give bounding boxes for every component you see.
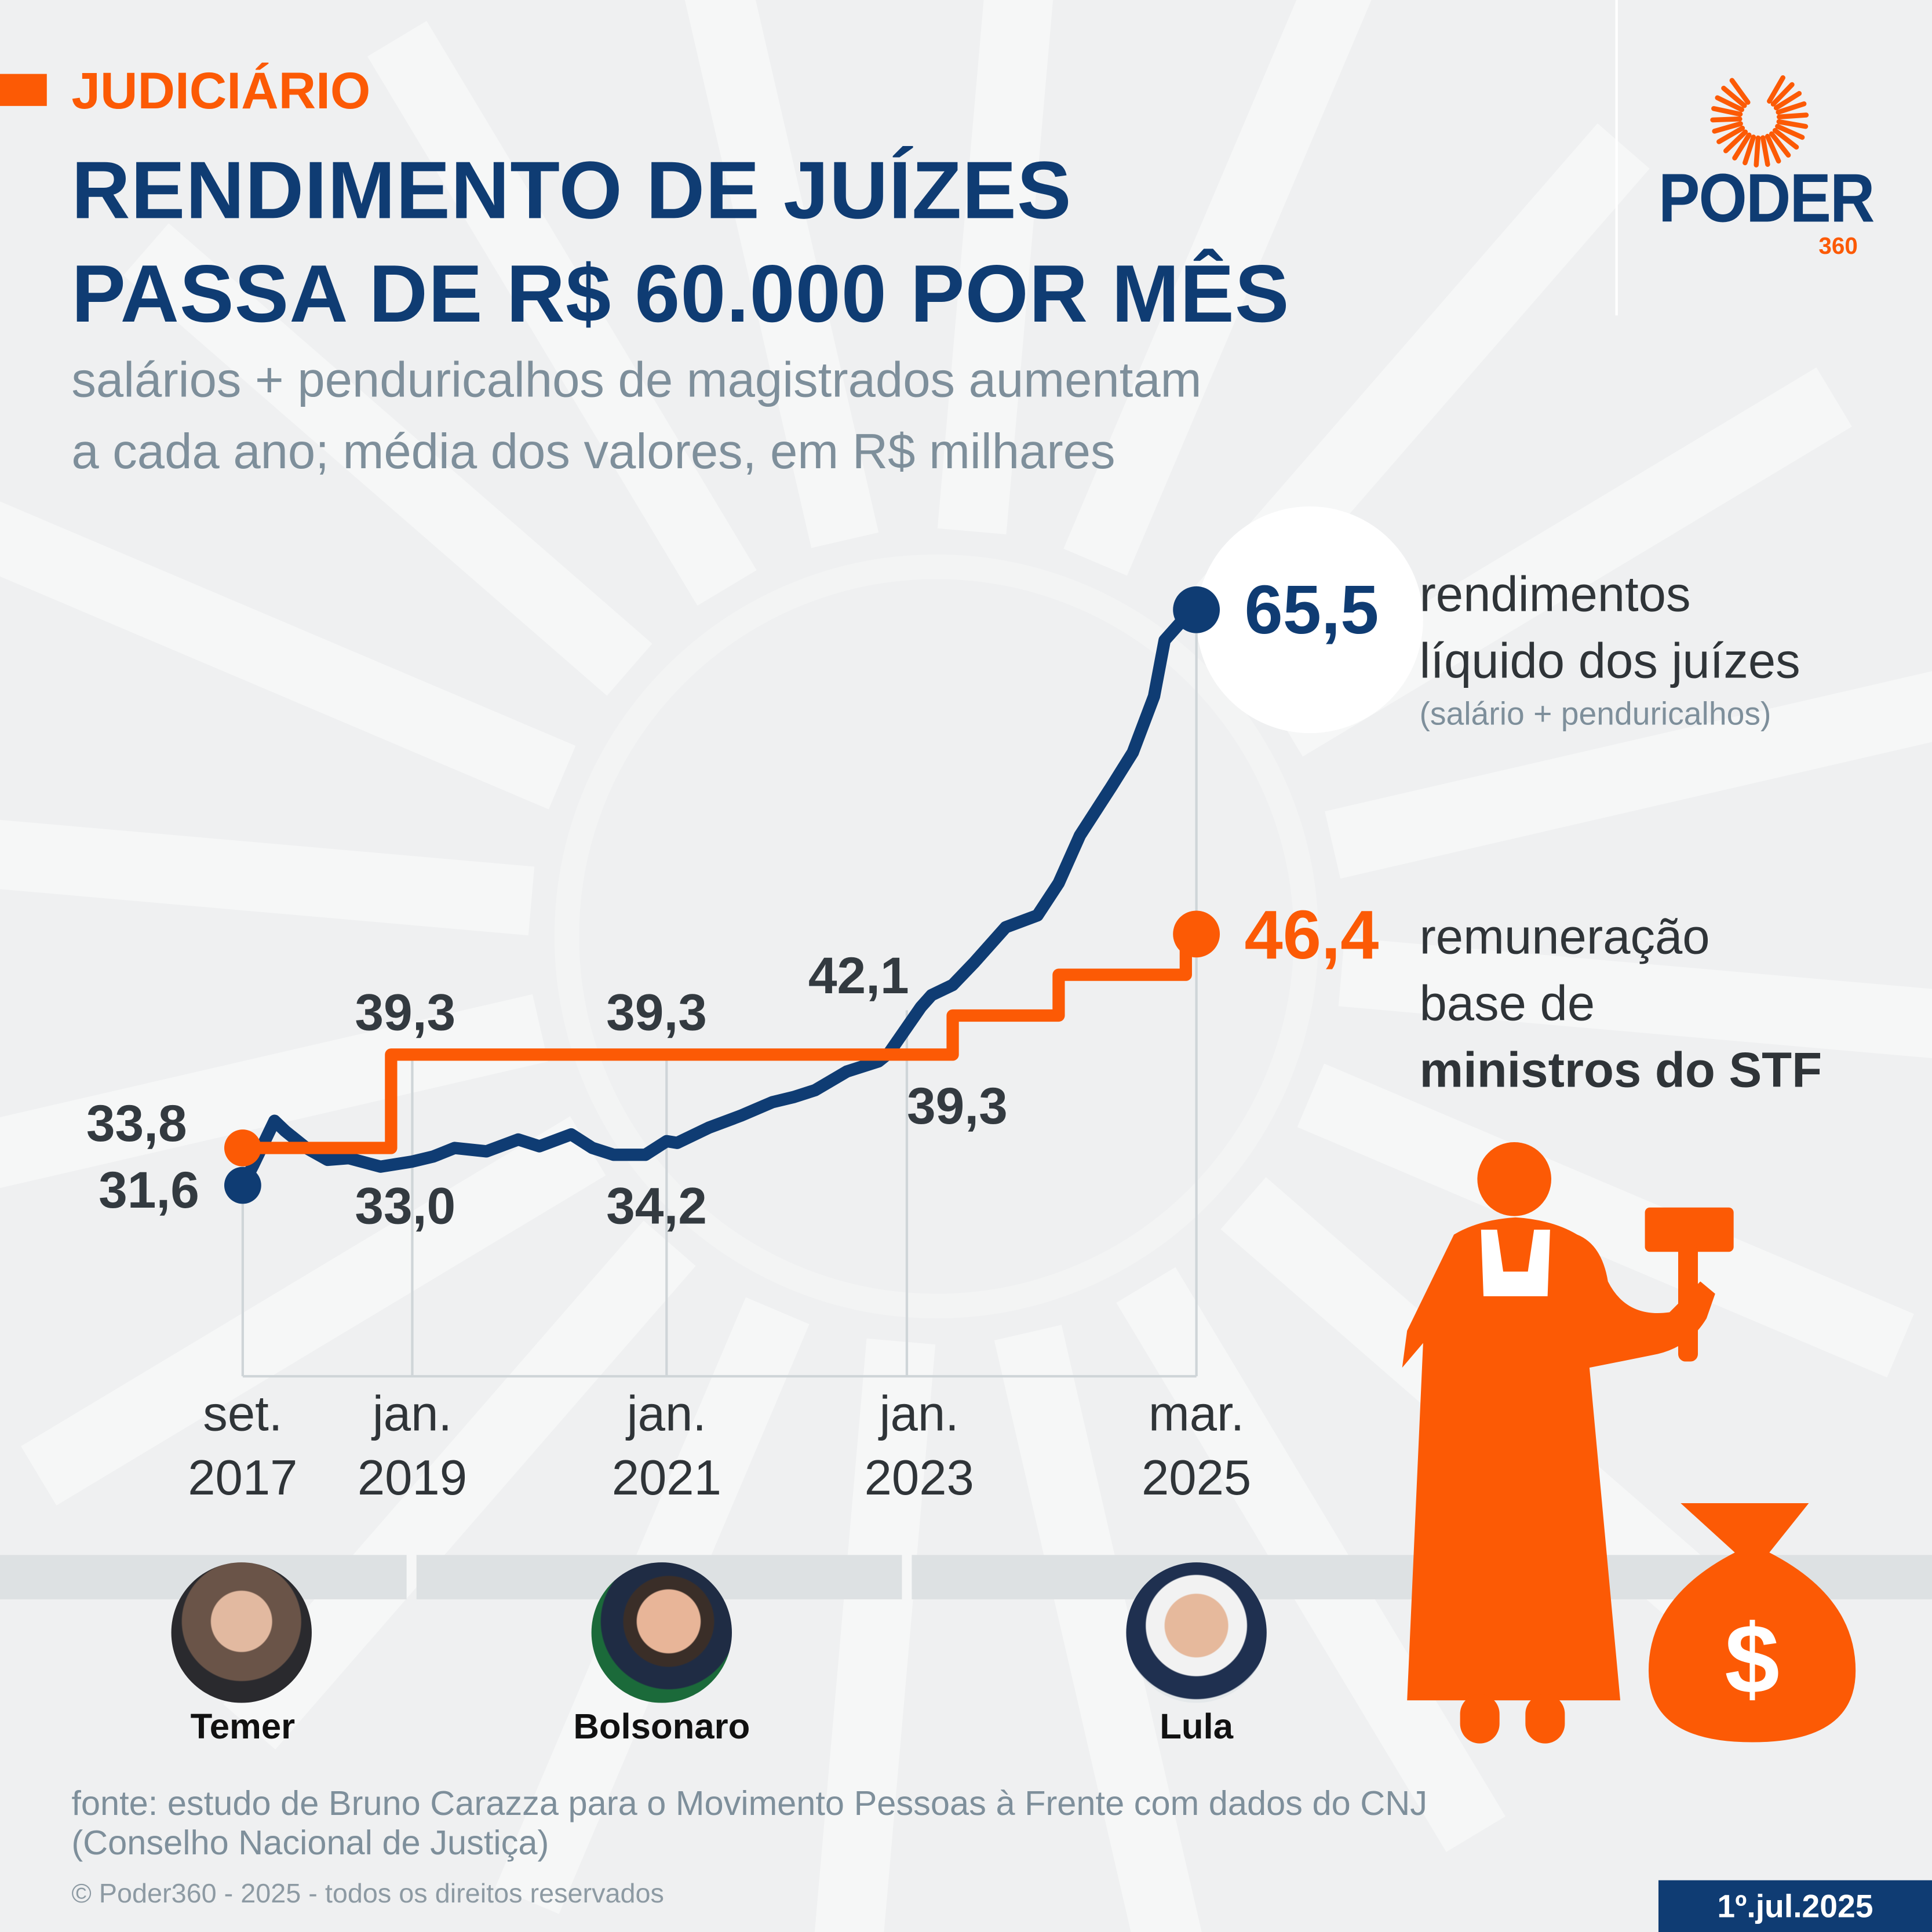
start-point-rendimentos [224,1167,261,1204]
legend-text: rendimentos [1419,568,1691,622]
x-tick-year: 2019 [357,1451,468,1506]
x-tick-month: jan. [372,1387,453,1442]
data-label: 33,8 [86,1094,187,1153]
svg-text:$: $ [1725,1605,1780,1715]
logo-sun-icon [1710,75,1809,167]
divider [1615,0,1618,316]
money-bag-icon: $ [1648,1503,1856,1743]
legend-text: líquido dos juízes [1419,635,1800,689]
data-label: 39,3 [606,983,707,1041]
source: fonte: estudo de Bruno Carazza para o Mo… [71,1784,1427,1863]
subtitle-line: a cada ano; média dos valores, em R$ mil… [71,425,1116,480]
x-tick-label: jan. 2021 [593,1383,741,1511]
x-tick-label: jan. 2023 [845,1383,993,1511]
source-line: fonte: estudo de Bruno Carazza para o Mo… [71,1784,1428,1822]
series-line-rendimentos [237,604,1200,1189]
copyright: © Poder360 - 2025 - todos os direitos re… [71,1878,664,1909]
end-value-orange: 46,4 [1244,895,1379,974]
judge-icon [1402,1142,1734,1744]
kicker-bar [0,74,47,106]
source-line: (Conselho Nacional de Justiça) [71,1823,549,1862]
data-label: 39,3 [355,983,456,1041]
legend-text: ministros do STF [1419,1043,1822,1098]
x-tick-month: mar. [1148,1387,1245,1442]
data-label: 39,3 [906,1077,1008,1135]
legend-note: (salário + penduricalhos) [1419,695,1771,732]
highlight-circle [1196,506,1423,734]
data-label: 42,1 [808,946,909,1004]
x-tick-label: mar. 2025 [1122,1383,1270,1511]
logo-number: 360 [1818,234,1858,260]
kicker: JUDICIÁRIO [71,61,371,120]
start-point-remuneracao [224,1129,261,1167]
x-tick-year: 2025 [1141,1451,1252,1506]
x-tick-month: jan. [626,1387,706,1442]
end-point-rendimentos [1173,586,1220,633]
logo: PODER [1658,159,1875,237]
avatar-temer [171,1562,312,1703]
end-value-blue: 65,5 [1244,570,1379,648]
subtitle: salários + penduricalhos de magistrados … [71,345,1201,488]
legend-rendimentos: rendimentos líquido dos juízes (salário … [1419,562,1800,732]
president-name: Lula [1160,1708,1234,1748]
x-tick-month: set. [203,1387,283,1442]
legend-text: remuneração [1419,910,1710,965]
publication-date: 1º.jul.2025 [1658,1880,1932,1932]
x-tick-year: 2021 [611,1451,721,1506]
x-tick-year: 2023 [864,1451,974,1506]
data-label: 31,6 [99,1160,199,1219]
x-tick-label: set. 2017 [169,1383,316,1511]
x-tick-year: 2017 [188,1451,298,1506]
avatar-bolsonaro [591,1562,732,1703]
president-name: Bolsonaro [573,1708,750,1748]
title-line: RENDIMENTO DE JUÍZES [71,144,1072,236]
x-tick-month: jan. [879,1387,959,1442]
subtitle-line: salários + penduricalhos de magistrados … [71,353,1202,408]
legend-text: base de [1419,977,1595,1031]
title-line: PASSA DE R$ 60.000 POR MÊS [71,247,1290,339]
avatar-lula [1126,1562,1267,1703]
data-label: 34,2 [606,1176,707,1235]
president-name: Temer [190,1708,296,1748]
page-title: RENDIMENTO DE JUÍZES PASSA DE R$ 60.000 … [71,138,1289,345]
legend-remuneracao: remuneração base de ministros do STF [1419,905,1822,1104]
end-point-remuneracao [1173,910,1220,958]
data-label: 33,0 [355,1176,456,1235]
x-tick-label: jan. 2019 [338,1383,486,1511]
